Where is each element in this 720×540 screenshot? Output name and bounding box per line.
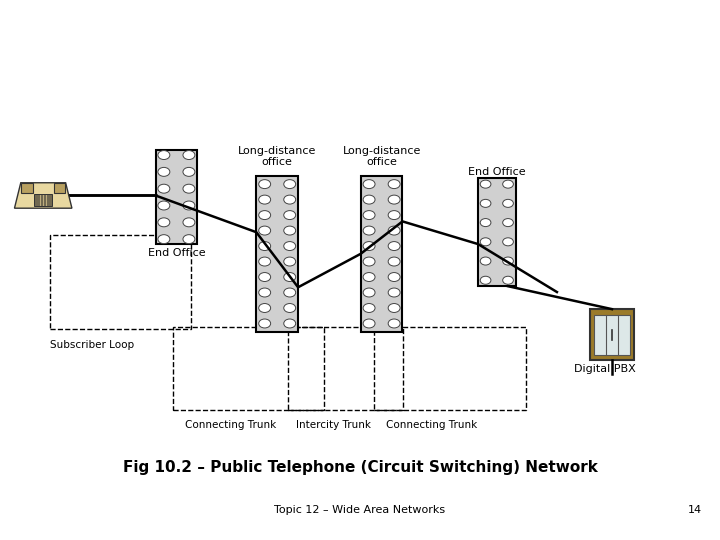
Circle shape <box>480 238 491 246</box>
Circle shape <box>363 303 375 313</box>
Circle shape <box>388 226 400 235</box>
Bar <box>256 176 298 332</box>
Circle shape <box>183 184 195 193</box>
Circle shape <box>363 273 375 281</box>
Circle shape <box>284 195 296 204</box>
Circle shape <box>480 180 491 188</box>
Circle shape <box>284 288 296 297</box>
Bar <box>361 176 402 332</box>
Circle shape <box>388 257 400 266</box>
Circle shape <box>284 241 296 251</box>
Circle shape <box>284 180 296 188</box>
Circle shape <box>158 151 170 159</box>
Circle shape <box>284 211 296 220</box>
Circle shape <box>258 195 271 204</box>
Circle shape <box>158 167 170 177</box>
Bar <box>156 150 197 244</box>
Circle shape <box>183 201 195 210</box>
Circle shape <box>258 319 271 328</box>
Text: Topic 12 – Wide Area Networks: Topic 12 – Wide Area Networks <box>274 505 446 515</box>
Text: Fig 10.2 – Public Telephone (Circuit Switching) Network: Fig 10.2 – Public Telephone (Circuit Swi… <box>122 460 598 475</box>
Circle shape <box>258 211 271 220</box>
Text: Connecting Trunk: Connecting Trunk <box>387 420 477 430</box>
Circle shape <box>258 241 271 251</box>
Circle shape <box>284 303 296 313</box>
Bar <box>50 235 191 329</box>
Bar <box>173 327 324 410</box>
Circle shape <box>503 276 513 284</box>
Circle shape <box>363 180 375 188</box>
Bar <box>478 178 516 286</box>
Text: End Office: End Office <box>148 248 205 259</box>
Circle shape <box>480 276 491 284</box>
Circle shape <box>158 184 170 193</box>
Circle shape <box>388 288 400 297</box>
Circle shape <box>480 257 491 265</box>
Text: Intercity Trunk: Intercity Trunk <box>296 420 371 430</box>
Circle shape <box>258 226 271 235</box>
Circle shape <box>183 167 195 177</box>
Circle shape <box>503 257 513 265</box>
Circle shape <box>503 219 513 227</box>
Circle shape <box>388 180 400 188</box>
Circle shape <box>388 273 400 281</box>
Circle shape <box>284 257 296 266</box>
Text: End Office: End Office <box>468 167 526 177</box>
Circle shape <box>363 257 375 266</box>
Circle shape <box>258 273 271 281</box>
Circle shape <box>158 201 170 210</box>
Circle shape <box>284 226 296 235</box>
Circle shape <box>363 241 375 251</box>
Text: Long-distance
office: Long-distance office <box>238 146 316 167</box>
Polygon shape <box>53 183 65 193</box>
Text: Long-distance
office: Long-distance office <box>343 146 420 167</box>
Text: Digital PBX: Digital PBX <box>574 364 636 374</box>
Circle shape <box>284 319 296 328</box>
Circle shape <box>363 211 375 220</box>
Text: Connecting Trunk: Connecting Trunk <box>185 420 276 430</box>
Circle shape <box>388 211 400 220</box>
Bar <box>35 194 52 206</box>
Polygon shape <box>22 183 33 193</box>
Circle shape <box>363 288 375 297</box>
Circle shape <box>363 319 375 328</box>
Circle shape <box>258 257 271 266</box>
Circle shape <box>503 180 513 188</box>
Bar <box>374 327 526 410</box>
Circle shape <box>183 151 195 159</box>
Circle shape <box>158 235 170 244</box>
Circle shape <box>284 273 296 281</box>
Circle shape <box>503 238 513 246</box>
Circle shape <box>480 219 491 227</box>
Circle shape <box>258 303 271 313</box>
Circle shape <box>388 195 400 204</box>
Circle shape <box>480 199 491 207</box>
Circle shape <box>388 303 400 313</box>
Bar <box>288 327 403 410</box>
Circle shape <box>258 180 271 188</box>
Text: Subscriber Loop: Subscriber Loop <box>50 340 134 350</box>
Text: 14: 14 <box>688 505 702 515</box>
Circle shape <box>388 319 400 328</box>
Circle shape <box>183 235 195 244</box>
Circle shape <box>183 218 195 227</box>
Circle shape <box>363 226 375 235</box>
Polygon shape <box>14 183 72 208</box>
Bar <box>594 315 630 355</box>
Circle shape <box>363 195 375 204</box>
Circle shape <box>503 199 513 207</box>
Circle shape <box>158 218 170 227</box>
Bar <box>590 309 634 361</box>
Circle shape <box>258 288 271 297</box>
Circle shape <box>388 241 400 251</box>
